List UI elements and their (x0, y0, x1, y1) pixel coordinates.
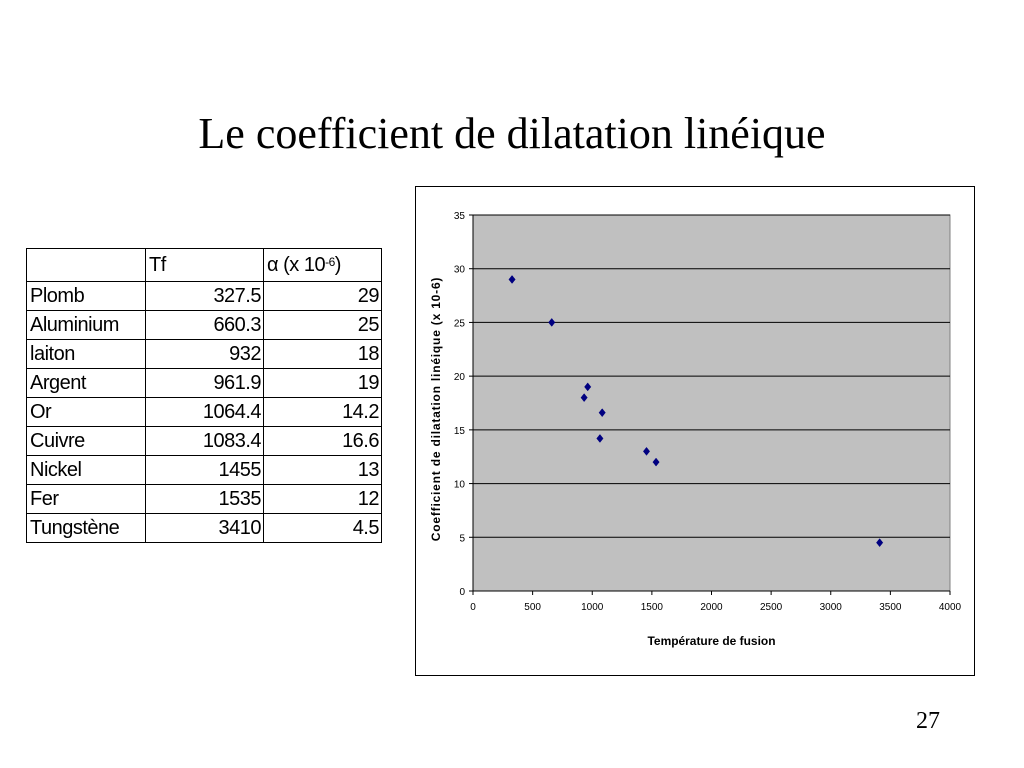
alpha-coefficient-cell: 19 (263, 368, 382, 398)
melting-temperature-cell: 660.3 (145, 310, 264, 340)
alpha-coefficient-cell: 12 (263, 484, 382, 514)
metal-name-cell: Aluminium (26, 310, 146, 340)
x-tick-label: 2000 (700, 602, 723, 613)
data-point (598, 408, 606, 418)
x-tick-label: 3500 (879, 602, 902, 613)
data-point (548, 318, 556, 327)
header-alpha-label: α (x 10 (267, 254, 326, 276)
y-tick-label: 0 (459, 587, 465, 598)
plot-area (472, 214, 951, 592)
data-points (508, 275, 884, 548)
data-point (876, 538, 884, 548)
melting-temperature-cell: 1064.4 (145, 397, 264, 427)
melting-temperature-cell: 961.9 (145, 368, 264, 398)
header-alpha: α (x 10-6) (263, 248, 382, 282)
y-tick-labels: 0 5 10 15 20 25 30 35 (454, 211, 466, 598)
alpha-coefficient-cell: 18 (263, 339, 382, 369)
metal-name-cell: laiton (26, 339, 146, 369)
table-row: Cuivre 1083.4 16.6 (26, 426, 382, 456)
metal-name-cell: Argent (26, 368, 146, 398)
data-point (584, 382, 592, 392)
data-point (508, 275, 516, 284)
melting-temperature-cell: 1535 (145, 484, 264, 514)
data-point (596, 434, 604, 443)
y-axis-title: Coefficient de dilatation linéique (x 10… (429, 277, 443, 541)
table-row: Aluminium 660.3 25 (26, 310, 382, 340)
x-tick-labels: 0 500 1000 1500 2000 2500 3000 3500 4000 (470, 602, 961, 613)
metal-name-cell: Tungstène (26, 513, 146, 543)
table-row: Nickel 1455 13 (26, 455, 382, 485)
table-row: Or 1064.4 14.2 (26, 397, 382, 427)
table-row: Fer 1535 12 (26, 484, 382, 514)
data-table: Tf α (x 10-6) Plomb 327.5 29 Aluminium 660.3… (26, 248, 382, 543)
header-empty-cell (26, 248, 146, 282)
y-tick-label: 30 (454, 265, 466, 276)
alpha-coefficient-cell: 13 (263, 455, 382, 485)
alpha-coefficient-cell: 4.5 (263, 513, 382, 543)
y-tick-label: 35 (454, 211, 466, 222)
melting-temperature-cell: 3410 (145, 513, 264, 543)
y-tick-label: 5 (459, 533, 465, 544)
data-point (580, 393, 588, 403)
alpha-coefficient-cell: 14.2 (263, 397, 382, 427)
melting-temperature-cell: 1083.4 (145, 426, 264, 456)
scatter-chart: 0 500 1000 1500 2000 2500 3000 3500 4000 0 5 10 15 2… (429, 211, 962, 648)
x-tick-label: 0 (470, 602, 476, 613)
x-tick-label: 500 (524, 602, 541, 613)
y-tick-label: 25 (454, 318, 466, 329)
metal-name-cell: Fer (26, 484, 146, 514)
table-row: Argent 961.9 19 (26, 368, 382, 398)
table-row: laiton 932 18 (26, 339, 382, 369)
y-tick-label: 10 (454, 480, 466, 491)
melting-temperature-cell: 327.5 (145, 281, 264, 311)
axes (469, 214, 951, 595)
data-point (642, 446, 651, 456)
page-number: 27 (916, 708, 940, 734)
x-tick-label: 4000 (939, 602, 962, 613)
header-alpha-exponent: -6 (325, 255, 335, 269)
table-header-row: Tf α (x 10-6) (26, 248, 382, 282)
alpha-coefficient-cell: 29 (263, 281, 382, 311)
alpha-coefficient-cell: 25 (263, 310, 382, 340)
header-alpha-close: ) (334, 254, 342, 276)
metal-name-cell: Plomb (26, 281, 146, 311)
table-body: Plomb 327.5 29 Aluminium 660.3 25 laiton 932 18 A… (26, 281, 382, 543)
metal-name-cell: Cuivre (26, 426, 146, 456)
x-axis-title: Température de fusion (648, 634, 776, 648)
data-point (652, 457, 660, 467)
table-row: Tungstène 3410 4.5 (26, 513, 382, 543)
metal-name-cell: Nickel (26, 455, 146, 485)
x-tick-label: 2500 (760, 602, 783, 613)
chart-frame: 0 500 1000 1500 2000 2500 3000 3500 4000 0 5 10 15 2… (415, 186, 975, 676)
x-tick-label: 1500 (641, 602, 664, 613)
header-tf: Tf (145, 248, 264, 282)
melting-temperature-cell: 1455 (145, 455, 264, 485)
slide-title: Le coefficient de dilatation linéique (198, 109, 826, 158)
alpha-coefficient-cell: 16.6 (263, 426, 382, 456)
x-tick-label: 1000 (581, 602, 604, 613)
y-tick-label: 20 (454, 372, 466, 383)
metal-name-cell: Or (26, 397, 146, 427)
y-tick-label: 15 (454, 426, 466, 437)
melting-temperature-cell: 932 (145, 339, 264, 369)
table-row: Plomb 327.5 29 (26, 281, 382, 311)
x-tick-label: 3000 (820, 602, 843, 613)
